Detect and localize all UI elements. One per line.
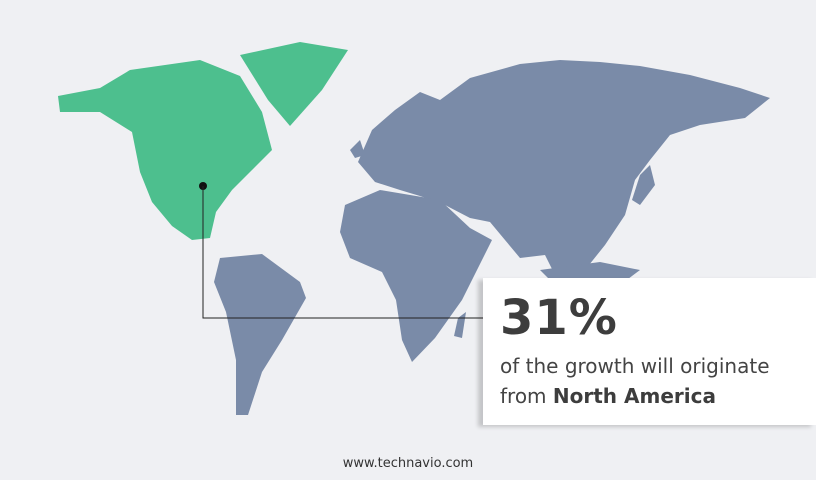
uk: [350, 140, 365, 158]
footer-url: www.technavio.com: [342, 456, 474, 471]
africa: [340, 190, 492, 362]
callout-text-line1: of the growth will originate: [500, 354, 770, 378]
callout-prefix: from: [500, 384, 547, 408]
callout-region: North America: [552, 384, 716, 408]
north-america: [58, 60, 272, 240]
south-america: [214, 254, 306, 415]
north-america-region: [58, 42, 348, 240]
madagascar: [454, 312, 466, 338]
eurasia: [358, 60, 770, 285]
other-regions: [214, 60, 770, 415]
growth-percentage: 31%: [500, 290, 618, 346]
callout-box: 31% of the growth will originate from No…: [483, 278, 816, 425]
greenland: [240, 42, 348, 126]
callout-text-line2: from North America: [500, 384, 716, 408]
callout-line: [202, 186, 483, 319]
japan: [632, 165, 655, 205]
